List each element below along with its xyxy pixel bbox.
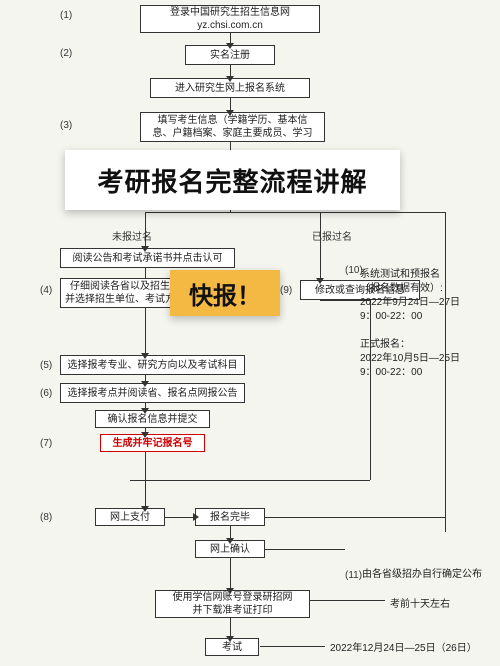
arrow-down <box>316 278 324 284</box>
arrow-down <box>226 110 234 116</box>
arrow-down <box>226 588 234 594</box>
connector-line <box>320 212 321 280</box>
side-note-note12: 考前十天左右 <box>390 598 450 612</box>
connector-line <box>230 618 231 638</box>
arrow-down <box>141 506 149 512</box>
connector-line <box>310 600 385 601</box>
step-number: (9) <box>280 285 292 296</box>
flow-node-n10: 生成并牢记报名号 <box>100 434 205 452</box>
connector-line <box>145 212 146 248</box>
flow-node-n14: 使用学信网账号登录研招网并下载准考证打印 <box>155 590 310 618</box>
flow-node-n9: 确认报名信息并提交 <box>95 410 210 428</box>
side-note-note11: 由各省级招办自行确定公布 <box>362 568 482 582</box>
step-number: (7) <box>40 438 52 449</box>
arrow-right <box>193 513 199 521</box>
flow-node-n12: 报名完毕 <box>195 508 265 526</box>
overlay-badge: 快报！ <box>170 270 280 316</box>
step-number: (8) <box>40 512 52 523</box>
branch-label-left: 未报过名 <box>110 228 154 243</box>
connector-line <box>265 517 445 518</box>
step-number: (1) <box>60 10 72 21</box>
side-note-note10: 系统测试和预报名（报名数据有效）:2022年9月24日—27日9：00-22：0… <box>360 268 460 380</box>
connector-line <box>230 558 231 590</box>
connector-line <box>145 308 146 355</box>
connector-line <box>130 480 370 481</box>
arrow-down <box>226 43 234 49</box>
connector-line <box>445 517 446 532</box>
connector-line <box>260 646 325 647</box>
arrow-down <box>141 381 149 387</box>
overlay-title: 考研报名完整流程讲解 <box>65 150 400 210</box>
connector-line <box>145 212 320 213</box>
flow-node-n7: 选择报考专业、研究方向以及考试科目 <box>60 355 245 375</box>
connector-line <box>320 212 445 213</box>
step-number: (5) <box>40 360 52 371</box>
flowchart-canvas: 登录中国研究生招生信息网yz.chsi.com.cn实名注册进入研究生网上报名系… <box>0 0 500 666</box>
step-number: (3) <box>60 120 72 131</box>
flow-node-n8: 选择报考点并阅读省、报名点网报公告 <box>60 383 245 403</box>
arrow-down <box>226 636 234 642</box>
arrow-down <box>141 432 149 438</box>
connector-line <box>165 517 195 518</box>
connector-line <box>265 549 345 550</box>
flow-node-n4: 填写考生信息（学籍学历、基本信息、户籍档案、家庭主要成员、学习 <box>140 112 325 142</box>
step-number: (2) <box>60 48 72 59</box>
step-number: (6) <box>40 388 52 399</box>
flow-node-n11: 网上支付 <box>95 508 165 526</box>
step-number: (11) <box>345 570 362 581</box>
branch-label-right: 已报过名 <box>310 228 354 243</box>
step-number: (4) <box>40 285 52 296</box>
arrow-down <box>141 408 149 414</box>
arrow-down <box>141 246 149 252</box>
arrow-down <box>226 538 234 544</box>
connector-line <box>145 268 146 278</box>
arrow-down <box>141 353 149 359</box>
flow-node-n1: 登录中国研究生招生信息网yz.chsi.com.cn <box>140 5 320 33</box>
arrow-down <box>226 76 234 82</box>
side-note-note13: 2022年12月24日—25日（26日） <box>330 642 477 656</box>
